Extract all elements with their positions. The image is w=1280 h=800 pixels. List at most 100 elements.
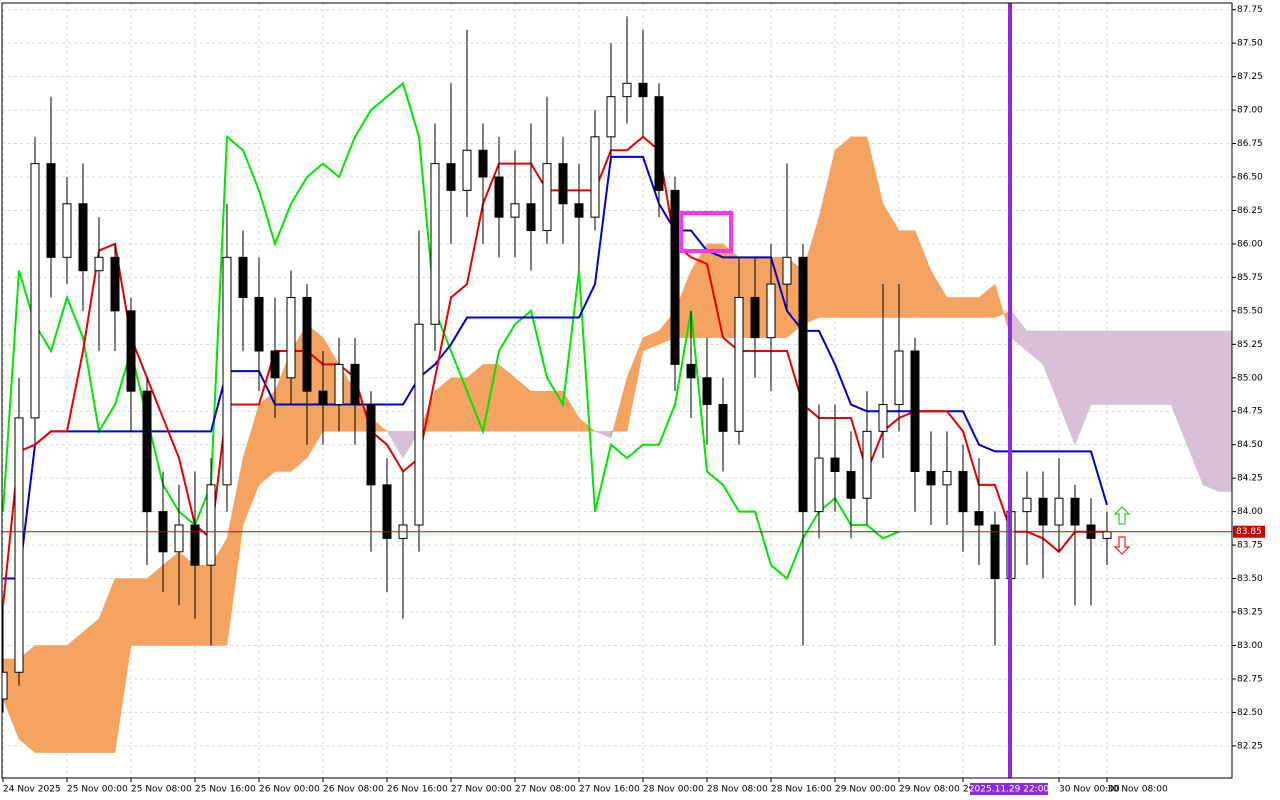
price-label-box (1233, 525, 1265, 538)
cloud-segment (562, 390, 580, 432)
grid (2, 3, 1232, 778)
indicator-lines (2, 81, 1108, 606)
x-tick-label: 26 Nov 08:00 (323, 785, 384, 795)
cloud-segment (162, 551, 180, 646)
y-tick-label: 82.75 (1237, 674, 1263, 684)
candle-body (702, 377, 712, 406)
candle-body (126, 310, 136, 392)
overlay: 82.25 82.50 82.75 83.00 83.25 83.50 83.75 84.00… (2, 3, 1265, 795)
x-tick-label: 25 Nov 08:00 (131, 785, 192, 795)
cloud-segment (130, 578, 148, 646)
y-tick-label: 85.00 (1237, 373, 1263, 383)
indicator-line (3, 155, 1108, 580)
x-tick-label: 29 Nov 00:00 (835, 785, 896, 795)
y-tick-label: 87.75 (1237, 5, 1263, 15)
candle-body (2, 671, 8, 700)
y-tick-label: 84.25 (1237, 474, 1263, 484)
candle-body (654, 96, 664, 191)
candle-body (830, 457, 840, 472)
y-tick-label: 83.00 (1237, 641, 1263, 651)
buy-arrow[interactable] (1113, 506, 1131, 525)
ichimoku-cloud (2, 136, 1232, 754)
x-tick-label: 25 Nov 00:00 (67, 785, 128, 795)
candle-body (942, 470, 952, 486)
cloud-segment (1186, 330, 1204, 485)
candles (2, 16, 1112, 713)
x-tick-label: 27 Nov 00:00 (451, 785, 512, 795)
cloud-segment (386, 431, 404, 460)
cloud-segment (1218, 330, 1232, 492)
cloud-segment (1058, 330, 1076, 445)
x-tick-label: 24 Nov 2025 (3, 785, 61, 795)
candle-body (366, 404, 376, 486)
cloud-segment (578, 417, 596, 432)
cloud-segment (258, 390, 276, 486)
candle-body (430, 163, 440, 325)
cloud-segment (546, 390, 564, 432)
indicator-line (2, 135, 1107, 606)
candle-body (494, 176, 504, 218)
candle-body (1070, 497, 1080, 526)
time-marker-box (970, 783, 1048, 795)
candle-body (542, 163, 552, 232)
sell-arrow[interactable] (1113, 536, 1131, 555)
candle-body (606, 96, 616, 138)
candle-body (894, 350, 904, 406)
candle-body (318, 390, 328, 406)
candle-body (46, 163, 56, 258)
cloud-segment (610, 377, 628, 439)
candle-body (814, 457, 824, 513)
cloud-segment (1154, 330, 1172, 405)
candle-body (94, 256, 104, 272)
candle-body (798, 256, 808, 513)
x-tick-label: 27 Nov 16:00 (579, 785, 640, 795)
cloud-segment (1202, 330, 1220, 492)
cloud-segment (978, 283, 996, 318)
y-tick-label: 86.75 (1237, 139, 1263, 149)
candle-body (846, 470, 856, 499)
cloud-segment (226, 458, 244, 646)
candle-body (910, 350, 920, 472)
candle-body (78, 203, 88, 272)
cloud-segment (898, 230, 916, 318)
cloud-segment (850, 136, 868, 318)
cloud-segment (34, 645, 52, 753)
candle-body (382, 484, 392, 539)
cloud-segment (1122, 330, 1140, 405)
cloud-segment (882, 202, 900, 318)
cloud-segment (146, 564, 164, 646)
candle-body (142, 390, 152, 513)
candle-body (286, 296, 296, 379)
candle-body (478, 149, 488, 178)
cloud-segment (82, 618, 100, 753)
candle-body (190, 524, 200, 566)
candle-body (526, 203, 536, 232)
cloud-segment (1026, 330, 1044, 365)
indicator-line (2, 81, 900, 581)
candle-body (734, 296, 744, 432)
x-tick-label: 30 Nov 00:00 (1059, 785, 1120, 795)
cloud-segment (1090, 330, 1108, 405)
cloud-segment (194, 564, 212, 646)
highlight-box (679, 211, 733, 253)
candle-body (270, 350, 280, 379)
y-tick-label: 85.50 (1237, 306, 1263, 316)
cloud-segment (530, 390, 548, 432)
y-tick-label: 83.25 (1237, 608, 1263, 618)
cloud-segment (962, 297, 980, 318)
candle-body (878, 404, 888, 432)
cloud-segment (178, 551, 196, 646)
candle-body (926, 470, 936, 486)
candle-body (254, 296, 264, 352)
candle-body (62, 203, 72, 258)
cloud-segment (114, 578, 132, 753)
y-tick-label: 86.50 (1237, 173, 1263, 183)
cloud-segment (834, 136, 852, 318)
candle-body (174, 524, 184, 553)
candle-body (670, 189, 680, 365)
cloud-segment (66, 631, 84, 753)
cloud-segment (242, 404, 260, 526)
y-tick-label: 86.25 (1237, 206, 1263, 216)
candle-body (974, 511, 984, 526)
